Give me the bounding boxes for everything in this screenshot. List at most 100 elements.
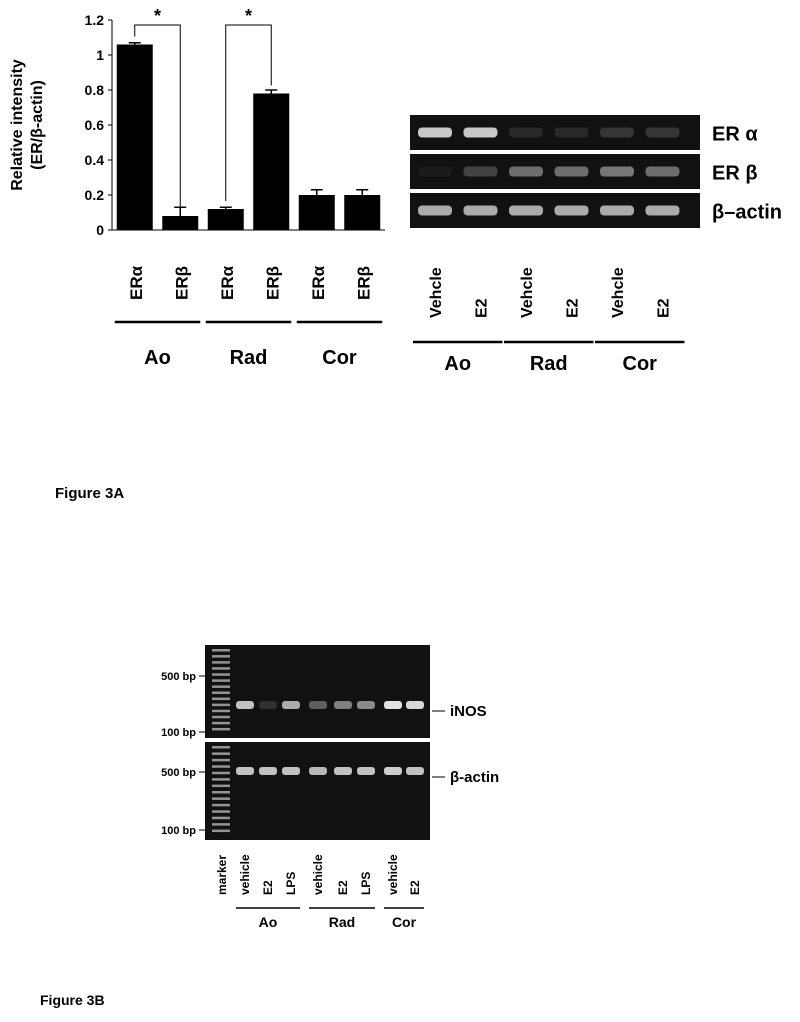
lane-label: E2 — [408, 880, 422, 895]
marker-band — [212, 791, 230, 794]
marker-band — [212, 816, 230, 820]
gel-band — [384, 767, 402, 775]
marker-band — [212, 721, 230, 725]
y-tick-label: 0.4 — [85, 152, 105, 168]
y-tick-label: 0.6 — [85, 117, 105, 133]
y-tick-label: 1 — [96, 47, 104, 63]
gel-band — [357, 767, 375, 775]
lane-label: E2 — [474, 298, 491, 318]
gel-band — [463, 205, 498, 216]
gel-row-label: ER β — [712, 163, 758, 185]
gel-row-label: ER α — [712, 124, 758, 146]
gel-band — [259, 767, 277, 775]
group-label: Ao — [144, 347, 171, 369]
marker-band — [212, 697, 230, 701]
marker-label: 100 bp — [161, 825, 196, 837]
lane-label: marker — [215, 855, 229, 895]
marker-band — [212, 667, 230, 670]
marker-band — [212, 765, 230, 768]
lane-label: E2 — [656, 298, 673, 318]
lane-label: vehicle — [238, 854, 252, 895]
marker-band — [212, 727, 230, 731]
marker-band — [212, 810, 230, 813]
lane-label: E2 — [261, 880, 275, 895]
marker-band — [212, 771, 230, 775]
gel-strip — [410, 154, 700, 189]
gel-band — [509, 166, 543, 177]
gel-band — [418, 127, 452, 138]
marker-label: 100 bp — [161, 727, 196, 739]
marker-band — [212, 691, 230, 694]
lane-label: E2 — [565, 298, 582, 318]
marker-band — [212, 803, 230, 807]
y-tick-label: 0.8 — [85, 82, 105, 98]
gel-band — [645, 166, 680, 177]
gel-band — [309, 767, 327, 775]
gel-strip — [205, 645, 430, 738]
lane-label: vehicle — [386, 854, 400, 895]
gel-band — [334, 701, 352, 709]
group-label: Ao — [259, 914, 278, 930]
marker-band — [212, 709, 230, 713]
gel-band — [282, 701, 300, 709]
gel-band — [418, 205, 452, 216]
gel-row-label: iNOS — [450, 703, 487, 720]
marker-band — [212, 784, 230, 788]
y-axis-label: (ER/β-actin) — [29, 80, 46, 170]
gel-band — [554, 127, 589, 138]
marker-label: 500 bp — [161, 671, 196, 683]
gel-band — [282, 767, 300, 775]
bar — [162, 216, 199, 230]
figure-label: Figure 3A — [55, 485, 124, 502]
group-label: Cor — [322, 347, 357, 369]
lane-label: LPS — [284, 872, 298, 895]
x-tick-label: ERβ — [172, 266, 191, 300]
group-label: Rad — [329, 914, 355, 930]
gel-band — [509, 205, 543, 216]
bar — [253, 93, 290, 230]
significance-bracket — [225, 24, 272, 201]
significance-label: * — [245, 6, 252, 26]
error-bar — [174, 206, 187, 216]
marker-band — [212, 655, 230, 658]
marker-band — [212, 778, 230, 781]
marker-band — [212, 829, 230, 833]
lane-label: LPS — [359, 872, 373, 895]
gel-band — [509, 127, 543, 138]
gel-band — [463, 127, 498, 138]
marker-band — [212, 758, 230, 762]
x-tick-label: ERα — [309, 265, 328, 300]
gel-band — [384, 701, 402, 709]
gel-band — [236, 701, 254, 709]
bar — [344, 195, 381, 230]
gel-band — [600, 127, 634, 138]
x-tick-label: ERα — [127, 265, 146, 300]
y-axis-label: Relative intensity — [9, 59, 26, 191]
lane-label: Vehcle — [519, 267, 536, 318]
marker-band — [212, 746, 230, 749]
gel-band — [645, 127, 680, 138]
gel-band — [600, 166, 634, 177]
gel-band — [357, 701, 375, 709]
bar — [116, 44, 153, 230]
significance-label: * — [154, 6, 161, 26]
gel-band — [406, 767, 424, 775]
marker-band — [212, 673, 230, 676]
lane-label: Vehcle — [610, 267, 627, 318]
marker-band — [212, 685, 230, 688]
error-bar — [265, 89, 278, 94]
error-bar — [219, 206, 232, 209]
lane-label: E2 — [336, 880, 350, 895]
group-label: Cor — [623, 353, 658, 375]
marker-band — [212, 679, 230, 682]
gel-band — [600, 205, 634, 216]
group-label: Ao — [444, 353, 471, 375]
group-label: Rad — [530, 353, 568, 375]
lane-label: Vehcle — [428, 267, 445, 318]
x-tick-label: ERβ — [354, 266, 373, 300]
gel-strip — [205, 742, 430, 840]
bar — [207, 209, 244, 230]
marker-band — [212, 703, 230, 707]
gel-band — [259, 701, 277, 709]
